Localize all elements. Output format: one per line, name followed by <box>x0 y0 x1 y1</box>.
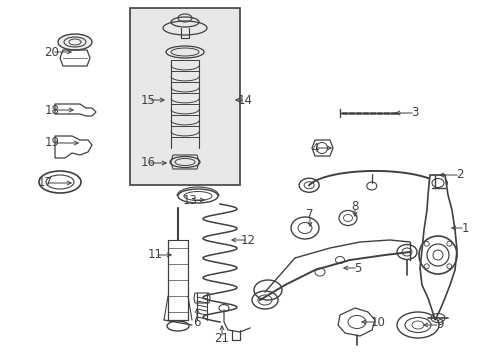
Text: 14: 14 <box>237 94 252 107</box>
Text: 6: 6 <box>193 315 201 328</box>
Ellipse shape <box>58 34 92 50</box>
Polygon shape <box>55 136 92 158</box>
Bar <box>130 8 240 185</box>
Text: 5: 5 <box>354 261 361 274</box>
Text: 12: 12 <box>240 234 255 247</box>
Polygon shape <box>419 175 456 320</box>
Text: 4: 4 <box>311 141 318 154</box>
Text: 7: 7 <box>305 208 313 221</box>
Text: 11: 11 <box>147 248 162 261</box>
Polygon shape <box>55 104 96 116</box>
Text: 3: 3 <box>410 107 418 120</box>
Text: 8: 8 <box>350 201 358 213</box>
Text: 20: 20 <box>44 45 60 58</box>
Text: 19: 19 <box>44 136 60 149</box>
Text: 21: 21 <box>214 332 229 345</box>
Text: 15: 15 <box>140 94 155 107</box>
Text: 17: 17 <box>38 176 52 189</box>
Text: 13: 13 <box>182 194 197 207</box>
Text: 10: 10 <box>370 315 385 328</box>
Text: 16: 16 <box>140 157 155 170</box>
Text: 9: 9 <box>435 319 443 332</box>
Text: 2: 2 <box>455 168 463 181</box>
Polygon shape <box>337 308 374 336</box>
Text: 1: 1 <box>460 221 468 234</box>
Text: 18: 18 <box>44 104 60 117</box>
